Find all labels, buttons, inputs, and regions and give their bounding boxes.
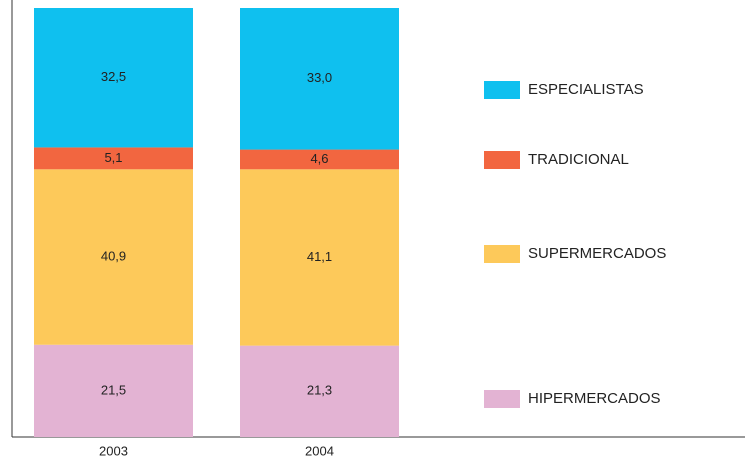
- legend-label: SUPERMERCADOS: [528, 245, 666, 262]
- legend-swatch: [484, 81, 520, 99]
- x-tick-label: 2003: [99, 443, 128, 458]
- value-label: 41,1: [307, 249, 332, 264]
- bar-segment: [34, 344, 193, 437]
- bar-segment: [34, 147, 193, 170]
- bar-segment: [240, 169, 399, 346]
- legend-label: HIPERMERCADOS: [528, 390, 661, 407]
- value-label: 5,1: [104, 150, 122, 165]
- value-label: 21,3: [307, 383, 332, 398]
- legend-label: ESPECIALISTAS: [528, 81, 644, 98]
- x-tick-label: 2004: [305, 443, 334, 458]
- value-label: 4,6: [310, 151, 328, 166]
- value-label: 40,9: [101, 248, 126, 263]
- bar-segment: [34, 169, 193, 345]
- legend-swatch: [484, 390, 520, 408]
- value-label: 32,5: [101, 69, 126, 84]
- legend-label: TRADICIONAL: [528, 151, 629, 168]
- legend-swatch: [484, 151, 520, 169]
- bar-segment: [34, 8, 193, 148]
- value-label: 33,0: [307, 70, 332, 85]
- bar-segment: [240, 149, 399, 170]
- legend-swatch: [484, 245, 520, 263]
- value-label: 21,5: [101, 382, 126, 397]
- bar-segment: [240, 8, 399, 150]
- bar-segment: [240, 345, 399, 437]
